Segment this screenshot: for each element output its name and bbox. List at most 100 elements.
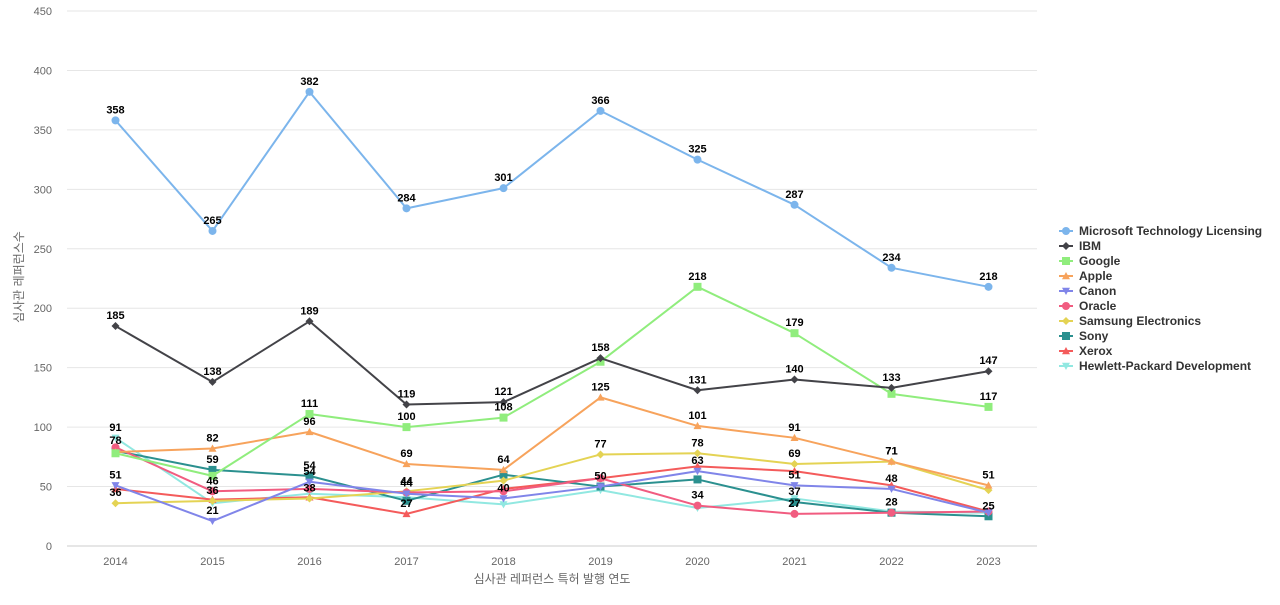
legend-item-canon[interactable]: Canon (1059, 284, 1116, 298)
data-point (305, 471, 314, 480)
x-tick-label: 2014 (103, 556, 127, 568)
data-point (111, 482, 120, 490)
data-label: 63 (691, 455, 703, 467)
legend-item-oracle[interactable]: Oracle (1059, 299, 1117, 313)
x-tick-label: 2022 (879, 556, 903, 568)
y-tick-label: 350 (34, 125, 52, 137)
data-label: 64 (497, 454, 510, 466)
legend-item-microsoft-technology-licensing[interactable]: Microsoft Technology Licensing (1059, 224, 1262, 238)
legend-marker (1062, 302, 1070, 310)
x-tick-label: 2019 (588, 556, 612, 568)
data-point (402, 496, 411, 505)
legend-item-xerox[interactable]: Xerox (1059, 344, 1113, 358)
data-point (208, 226, 217, 235)
series-google (111, 282, 993, 480)
y-axis-title: 심사관 레퍼런스수 (12, 231, 26, 323)
data-label: 71 (885, 446, 897, 458)
data-label: 59 (206, 454, 218, 466)
data-label: 71 (885, 446, 897, 458)
data-label: 54 (303, 460, 316, 472)
data-label: 382 (300, 76, 318, 88)
legend-item-sony[interactable]: Sony (1059, 329, 1109, 343)
data-label: 27 (400, 498, 412, 510)
y-tick-label: 300 (34, 184, 52, 196)
y-tick-label: 200 (34, 303, 52, 315)
legend-marker (1062, 257, 1070, 265)
legend-marker (1062, 242, 1070, 250)
series-line-samsung-electronics (115, 452, 989, 505)
y-tick-label: 450 (34, 6, 52, 18)
data-point (887, 508, 896, 517)
y-tick-label: 0 (46, 541, 52, 553)
series-apple (111, 393, 993, 489)
data-point (499, 470, 508, 479)
x-tick-label: 2023 (976, 556, 1000, 568)
data-label: 44 (400, 475, 413, 487)
data-point (305, 494, 314, 503)
data-label: 69 (400, 448, 412, 460)
series-ibm (111, 317, 993, 409)
series-line-google (115, 285, 989, 477)
data-point (693, 449, 702, 458)
x-tick-label: 2021 (782, 556, 806, 568)
legend-marker (1062, 362, 1070, 370)
data-point (790, 482, 799, 490)
data-point (693, 155, 702, 164)
data-point (693, 386, 702, 395)
data-point (402, 459, 411, 468)
data-point (790, 375, 799, 384)
data-point (499, 495, 508, 503)
data-labels: 3582653822843013663252872342181851381891… (106, 76, 997, 517)
data-point (305, 410, 314, 419)
data-point (402, 509, 411, 518)
data-label: 301 (494, 172, 512, 184)
data-label: 218 (979, 271, 997, 283)
legend-item-hewlett-packard-development[interactable]: Hewlett-Packard Development (1059, 359, 1251, 373)
series-line-sony (115, 449, 989, 518)
data-point (208, 487, 217, 496)
data-label: 51 (982, 469, 994, 481)
data-point (596, 483, 605, 491)
data-label: 27 (788, 498, 800, 510)
data-point (208, 465, 217, 474)
legend-item-ibm[interactable]: IBM (1059, 239, 1101, 253)
data-point (305, 317, 314, 326)
data-point (111, 322, 120, 331)
data-label: 82 (206, 433, 218, 445)
data-point (596, 393, 605, 401)
data-label: 37 (788, 486, 800, 498)
data-label: 50 (594, 471, 606, 483)
data-label: 125 (591, 381, 609, 393)
data-label: 34 (691, 490, 704, 502)
data-point (499, 398, 508, 407)
data-point (111, 499, 120, 508)
data-label: 100 (397, 411, 415, 423)
x-tick-label: 2016 (297, 556, 321, 568)
data-point (111, 116, 120, 125)
data-label: 147 (979, 355, 997, 367)
data-label: 138 (203, 366, 221, 378)
data-point (790, 433, 799, 442)
series-line-microsoft-technology-licensing (114, 90, 989, 288)
data-label: 46 (206, 475, 218, 487)
legend-label: Hewlett-Packard Development (1079, 359, 1251, 373)
legend-marker (1062, 347, 1070, 355)
series-microsoft-technology-licensing (111, 87, 993, 291)
data-point (305, 87, 314, 96)
series-line-apple (115, 396, 989, 487)
data-point (984, 402, 993, 411)
data-point (499, 476, 508, 485)
x-axis-title: 심사관 레퍼런스 특허 발행 연도 (474, 571, 631, 586)
data-point (790, 467, 799, 475)
legend-item-samsung-electronics[interactable]: Samsung Electronics (1059, 314, 1201, 328)
data-point (887, 457, 896, 465)
data-label: 140 (785, 364, 803, 376)
data-point (693, 467, 702, 476)
data-label: 54 (303, 466, 316, 478)
data-point (693, 462, 702, 470)
legend-item-google[interactable]: Google (1059, 254, 1121, 268)
legend-marker (1062, 332, 1070, 340)
data-point (887, 383, 896, 392)
legend-marker (1062, 272, 1070, 280)
legend-item-apple[interactable]: Apple (1059, 269, 1113, 283)
